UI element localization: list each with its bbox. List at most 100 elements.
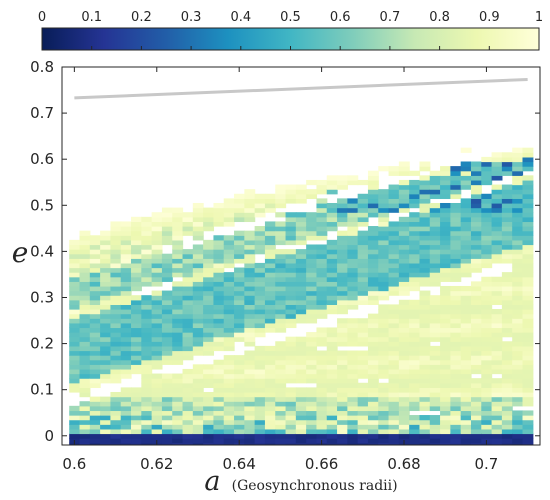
heatmap-cell <box>213 249 225 255</box>
heatmap-cell <box>79 345 91 352</box>
heatmap-cell <box>460 309 472 315</box>
heatmap-cell <box>491 175 503 181</box>
heatmap-cell <box>110 226 122 232</box>
heatmap-cell <box>470 332 482 338</box>
heatmap-cell <box>192 221 204 227</box>
heatmap-cell <box>512 267 524 273</box>
heatmap-cell <box>264 295 276 301</box>
heatmap-cell <box>79 322 91 329</box>
heatmap-cell <box>79 267 91 273</box>
heatmap-cell <box>141 341 153 347</box>
heatmap-cell <box>264 345 276 352</box>
heatmap-cell <box>512 299 524 305</box>
heatmap-cell <box>429 175 441 181</box>
heatmap-cell <box>429 332 441 338</box>
heatmap-cell <box>182 318 194 324</box>
heatmap-cell <box>275 442 287 445</box>
heatmap-cell <box>110 359 122 365</box>
heatmap-cell <box>522 373 534 379</box>
heatmap-cell <box>161 258 173 264</box>
heatmap-cell <box>409 281 421 287</box>
heatmap-cell <box>79 387 91 393</box>
heatmap-cell <box>388 230 400 236</box>
heatmap-cell <box>234 419 245 425</box>
heatmap-cell <box>440 378 451 384</box>
heatmap-cell <box>522 179 534 186</box>
heatmap-cell <box>141 272 153 278</box>
heatmap-cell <box>100 336 112 342</box>
heatmap-cell <box>347 410 359 416</box>
heatmap-cell <box>203 442 215 445</box>
heatmap-cell <box>172 207 184 213</box>
heatmap-cell <box>522 424 534 430</box>
heatmap-cell <box>234 299 245 305</box>
heatmap-cell <box>254 267 266 273</box>
heatmap-cell <box>419 235 431 241</box>
heatmap-cell <box>491 336 503 342</box>
heatmap-cell <box>512 355 524 361</box>
heatmap-cell <box>213 336 225 342</box>
heatmap-cell <box>367 262 379 269</box>
heatmap-cell <box>512 147 524 153</box>
heatmap-cell <box>306 332 318 338</box>
heatmap-cell <box>429 442 441 445</box>
heatmap-cell <box>326 359 338 365</box>
heatmap-cell <box>337 327 348 333</box>
heatmap-cell <box>470 285 482 292</box>
heatmap-cell <box>491 318 503 324</box>
heatmap-cell <box>522 262 534 269</box>
heatmap-cell <box>491 424 503 430</box>
heatmap-cell <box>234 304 245 310</box>
heatmap-cell <box>326 249 338 255</box>
heatmap-cell <box>161 295 173 301</box>
heatmap-cell <box>234 415 245 421</box>
heatmap-cell <box>388 249 400 255</box>
heatmap-cell <box>357 415 369 421</box>
heatmap-cell <box>100 396 112 402</box>
heatmap-cell <box>264 258 276 264</box>
heatmap-cell <box>337 322 348 329</box>
heatmap-cell <box>69 258 81 264</box>
heatmap-cell <box>326 216 338 223</box>
heatmap-cell <box>347 202 359 209</box>
heatmap-cell <box>512 239 524 246</box>
heatmap-cell <box>89 438 101 444</box>
heatmap-cell <box>337 216 348 223</box>
heatmap-cell <box>120 433 132 439</box>
heatmap-cell <box>244 290 256 296</box>
heatmap-cell <box>285 415 297 421</box>
heatmap-cell <box>89 244 101 250</box>
heatmap-cell <box>223 405 235 412</box>
heatmap-cell <box>223 212 235 218</box>
heatmap-cell <box>522 442 534 445</box>
heatmap-cell <box>244 267 256 273</box>
heatmap-cell <box>419 244 431 250</box>
heatmap-cell <box>110 322 122 329</box>
heatmap-cell <box>357 391 369 398</box>
heatmap-cell <box>347 239 359 246</box>
heatmap-cell <box>347 336 359 342</box>
heatmap-cell <box>409 202 421 209</box>
heatmap-cell <box>378 212 390 218</box>
heatmap-cell <box>100 428 112 435</box>
heatmap-cell <box>234 230 245 236</box>
heatmap-cell <box>131 322 142 329</box>
heatmap-cell <box>100 341 112 347</box>
heatmap-cell <box>470 442 482 445</box>
heatmap-cell <box>501 184 513 190</box>
heatmap-cell <box>131 345 142 352</box>
heatmap-cell <box>501 230 513 236</box>
heatmap-cell <box>491 387 503 393</box>
heatmap-cell <box>120 415 132 421</box>
heatmap-cell <box>151 327 163 333</box>
heatmap-cell <box>316 396 328 402</box>
heatmap-cell <box>440 189 451 195</box>
heatmap-cell <box>110 350 122 356</box>
heatmap-cell <box>491 309 503 315</box>
heatmap-cell <box>213 438 225 444</box>
heatmap-cell <box>172 290 184 296</box>
heatmap-cell <box>89 355 101 361</box>
heatmap-cell <box>244 415 256 421</box>
heatmap-cell <box>131 405 142 412</box>
heatmap-cell <box>388 373 400 379</box>
